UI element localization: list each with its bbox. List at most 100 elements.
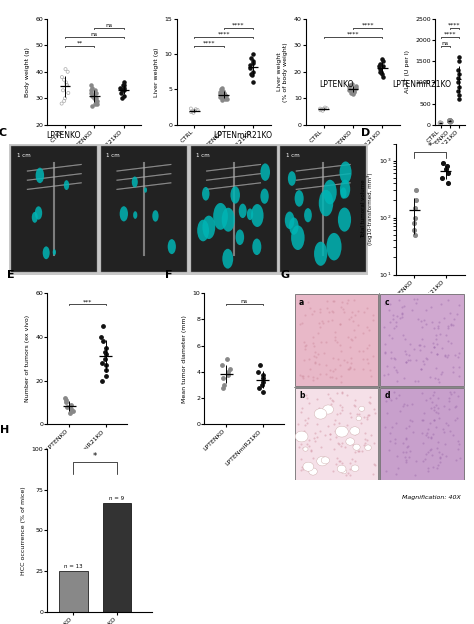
Point — [405, 452, 413, 462]
Point — [404, 355, 412, 365]
Ellipse shape — [32, 212, 38, 223]
Point — [427, 444, 435, 454]
Point — [419, 356, 427, 366]
Point — [456, 82, 463, 92]
Point — [88, 101, 95, 111]
Point — [120, 77, 128, 87]
Point — [338, 387, 346, 397]
Point — [402, 357, 410, 367]
Point — [427, 392, 434, 402]
Point — [369, 310, 376, 320]
Point — [345, 295, 352, 305]
Point — [297, 370, 304, 380]
Point — [365, 340, 373, 350]
Point — [454, 86, 462, 96]
Point — [455, 300, 462, 310]
Point — [298, 439, 305, 449]
Point — [91, 85, 99, 95]
Point — [366, 398, 374, 408]
Point — [414, 314, 421, 324]
Point — [441, 351, 449, 361]
Point — [412, 298, 420, 308]
Point — [187, 107, 195, 117]
Text: LPTENKO: LPTENKO — [319, 80, 354, 89]
Point — [449, 367, 456, 377]
Point — [310, 374, 317, 384]
Point — [299, 443, 307, 453]
Point — [438, 118, 445, 128]
Point — [66, 408, 74, 418]
Point — [385, 445, 392, 455]
Point — [419, 456, 427, 466]
Point — [397, 313, 404, 323]
Point — [298, 454, 305, 464]
Point — [443, 353, 451, 363]
Point — [221, 93, 229, 103]
Point — [102, 360, 110, 370]
Point — [411, 470, 419, 480]
Point — [437, 299, 445, 309]
Point — [406, 421, 413, 431]
Point — [400, 399, 408, 409]
Point — [62, 396, 70, 406]
Point — [456, 452, 464, 462]
Point — [450, 430, 457, 440]
Point — [446, 396, 453, 406]
Point — [344, 469, 352, 479]
Point — [442, 330, 449, 340]
Ellipse shape — [222, 208, 235, 232]
Point — [420, 408, 428, 418]
Point — [321, 102, 329, 112]
Point — [434, 393, 442, 403]
Point — [436, 447, 443, 457]
Point — [336, 319, 344, 329]
Point — [333, 453, 340, 463]
Point — [217, 92, 225, 102]
Point — [191, 105, 198, 115]
Point — [100, 336, 107, 346]
Point — [98, 332, 105, 342]
Point — [433, 339, 441, 349]
Point — [436, 317, 443, 327]
Ellipse shape — [230, 187, 240, 203]
Point — [118, 88, 125, 98]
Point — [249, 67, 257, 77]
Point — [428, 434, 435, 444]
Point — [98, 376, 105, 386]
Y-axis label: Liver weight (g): Liver weight (g) — [154, 47, 159, 97]
Point — [364, 410, 371, 420]
Point — [455, 73, 462, 83]
Point — [317, 105, 324, 115]
Point — [361, 434, 369, 444]
Ellipse shape — [202, 216, 215, 239]
Bar — [295, 388, 378, 479]
Point — [441, 439, 448, 449]
Point — [383, 409, 391, 419]
Point — [433, 349, 441, 359]
Point — [417, 364, 425, 374]
Point — [365, 397, 373, 407]
Point — [258, 380, 265, 390]
Point — [443, 161, 451, 171]
Point — [404, 441, 412, 451]
Point — [437, 328, 444, 338]
Point — [338, 438, 346, 448]
Point — [409, 305, 416, 315]
Ellipse shape — [314, 409, 327, 419]
Point — [380, 371, 388, 381]
Point — [381, 348, 388, 358]
Point — [420, 341, 428, 351]
Point — [346, 458, 354, 468]
Point — [325, 389, 332, 399]
Point — [438, 118, 446, 128]
Point — [60, 75, 68, 85]
Point — [347, 312, 355, 322]
Point — [399, 309, 406, 319]
Point — [187, 104, 195, 114]
Point — [444, 321, 452, 331]
Point — [336, 319, 344, 329]
Ellipse shape — [236, 230, 244, 245]
Point — [346, 85, 353, 95]
Point — [347, 334, 355, 344]
Point — [315, 403, 323, 413]
